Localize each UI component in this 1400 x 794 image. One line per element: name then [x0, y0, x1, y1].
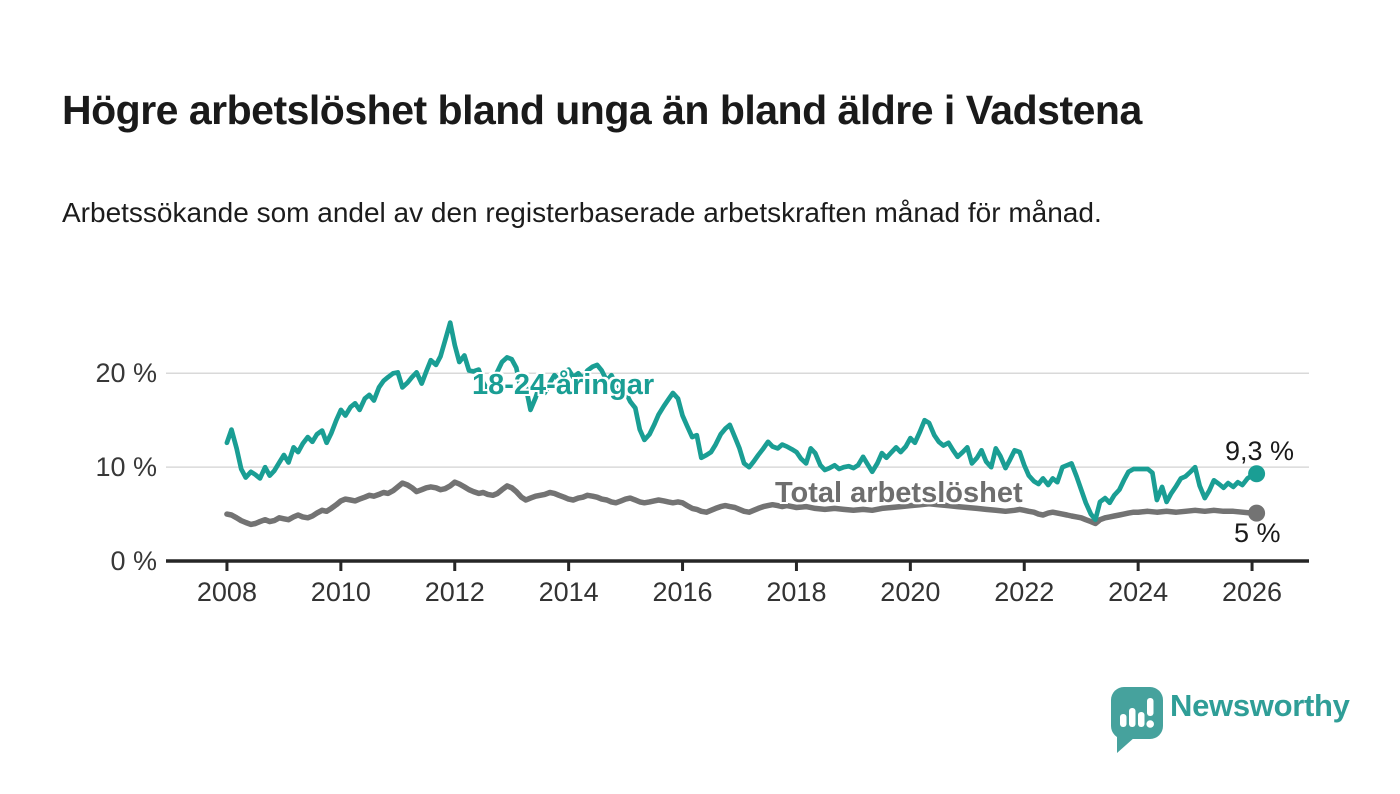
x-tick-label: 2026 — [1222, 577, 1283, 607]
x-tick-label: 2018 — [766, 577, 827, 607]
x-tick-label: 2020 — [880, 577, 941, 607]
series-line-total — [224, 479, 1260, 528]
newsworthy-logo-icon — [1111, 687, 1163, 753]
x-tick-label: 2012 — [424, 577, 485, 607]
end-value-label-total: 5 % — [1234, 518, 1281, 548]
x-tick-label: 2024 — [1108, 577, 1169, 607]
x-tick-label: 2008 — [196, 577, 257, 607]
logo-bar-tall — [1129, 708, 1136, 727]
logo-bar-medium — [1138, 712, 1145, 727]
logo-exclamation-dot — [1146, 720, 1154, 728]
logo-exclamation-bar — [1147, 698, 1154, 716]
x-tick-label: 2022 — [994, 577, 1055, 607]
x-tick-label: 2010 — [310, 577, 371, 607]
end-value-label-young: 9,3 % — [1225, 436, 1295, 466]
y-tick-label: 10 % — [95, 452, 157, 483]
series-end-dot-young — [1248, 465, 1266, 483]
brand-wordmark: Newsworthy — [1170, 688, 1350, 723]
series-end-dot-total — [1248, 504, 1266, 522]
series-label-young: 18-24-åringar — [472, 369, 655, 401]
logo-bar-small — [1120, 714, 1127, 727]
series-line-young — [224, 320, 1259, 523]
x-tick-label: 2014 — [538, 577, 599, 607]
page-title: Högre arbetslöshet bland unga än bland ä… — [62, 87, 1142, 134]
page-subtitle: Arbetssökande som andel av den registerb… — [62, 197, 1102, 228]
y-tick-label: 20 % — [95, 358, 157, 389]
logo-bubble — [1111, 687, 1163, 739]
series-label-total: Total arbetslöshet — [775, 477, 1023, 509]
x-tick-label: 2016 — [652, 577, 713, 607]
y-tick-label: 0 % — [110, 546, 157, 576]
logo-bubble-tail — [1117, 732, 1135, 753]
